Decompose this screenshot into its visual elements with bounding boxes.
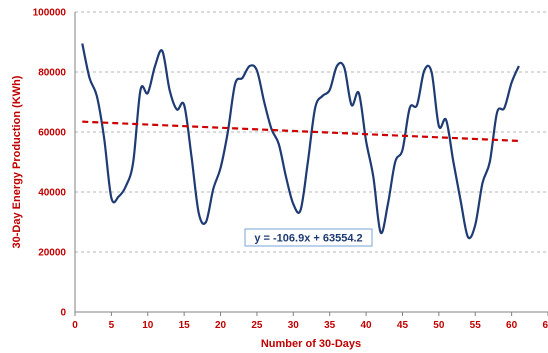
x-tick-label: 60: [506, 320, 518, 331]
x-tick-label: 55: [470, 320, 482, 331]
y-tick-label: 20000: [38, 248, 66, 259]
trendline-equation: y = -106.9x + 63554.2: [254, 233, 362, 245]
x-tick-label: 45: [397, 320, 409, 331]
series-lines: [81, 43, 520, 240]
y-tick-label: 40000: [38, 188, 66, 199]
x-tick-label: 50: [433, 320, 445, 331]
x-tick-label: 30: [288, 320, 300, 331]
y-tick-label: 100000: [33, 8, 67, 19]
x-tick-label: 35: [324, 320, 336, 331]
y-tick-label: 60000: [38, 128, 66, 139]
y-tick-label: 80000: [38, 68, 66, 79]
x-axis-title: Number of 30-Days: [261, 338, 361, 350]
trendline-equation-box: y = -106.9x + 63554.2: [244, 228, 373, 247]
y-axis-title: 30-Day Energy Production (KWh): [11, 75, 23, 248]
x-tick-label: 20: [215, 320, 227, 331]
x-tick-label: 0: [72, 320, 78, 331]
x-tick-label: 15: [179, 320, 191, 331]
energy-series-line: [81, 43, 520, 240]
x-tick-label: 25: [251, 320, 263, 331]
axes: [74, 12, 548, 316]
x-tick-labels: 0 5 10 15 20 25 30 35 40 45 50 55 60 65: [72, 320, 548, 331]
y-tick-label: 0: [60, 308, 66, 319]
x-tick-label: 10: [142, 320, 154, 331]
x-tick-label: 5: [109, 320, 115, 331]
x-tick-label: 40: [361, 320, 373, 331]
trendline: [82, 120, 519, 142]
equation-box-border: [244, 228, 373, 247]
y-tick-labels: 0 20000 40000 60000 80000 100000: [33, 8, 67, 319]
x-tick-label: 65: [542, 320, 548, 331]
